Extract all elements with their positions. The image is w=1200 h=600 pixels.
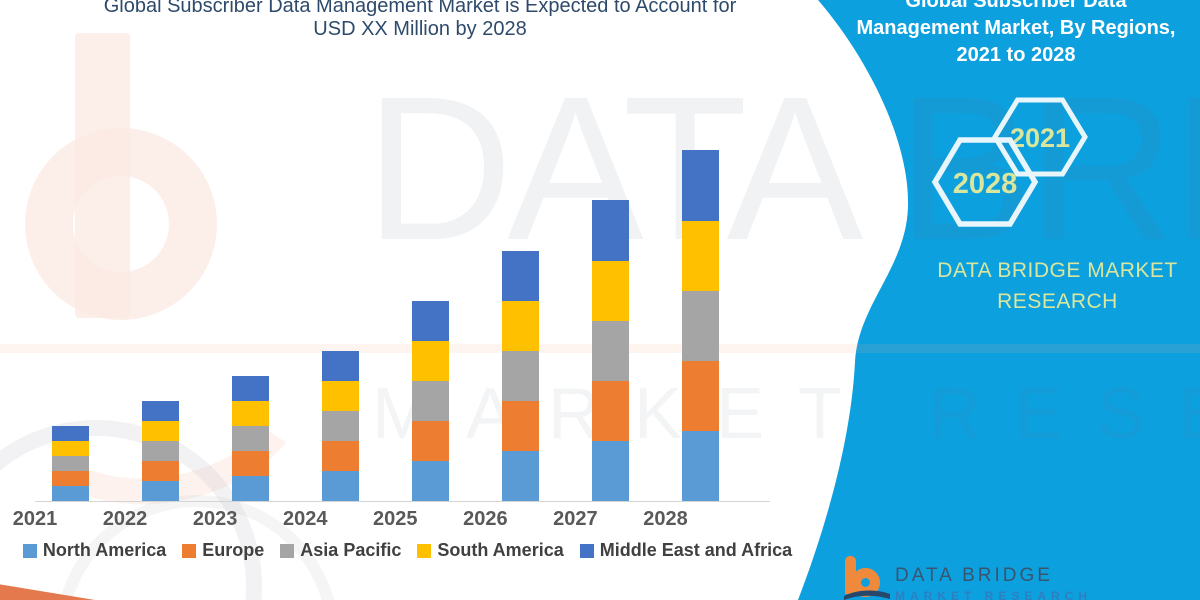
x-axis-label-2021: 2021 — [12, 508, 58, 530]
bar-segment-south-america — [591, 260, 629, 321]
chart-title-line1: Global Subscriber Data Management Market… — [103, 0, 737, 17]
bar-segment-south-america — [411, 340, 449, 381]
bar-segment-middle-east-and-africa — [321, 350, 359, 381]
stacked-bar-2021 — [51, 425, 89, 501]
bar-segment-south-america — [321, 380, 359, 411]
banner-heading: Global Subscriber Data Management Market… — [836, 0, 1196, 69]
logo-subtext: MARKET RESEARCH — [895, 589, 1093, 600]
chart-title-line2: USD XX Million by 2028 — [313, 18, 527, 40]
bar-segment-south-america — [681, 220, 719, 291]
bar-segment-middle-east-and-africa — [501, 250, 539, 301]
bar-segment-north-america — [231, 475, 269, 501]
legend-item-north-america: North America — [22, 540, 167, 561]
banner-brand-text: DATA BRIDGE MARKET RESEARCH — [895, 255, 1200, 317]
x-axis-label-2026: 2026 — [463, 508, 508, 530]
stacked-bar-2023 — [231, 375, 269, 501]
legend-swatch-icon — [417, 543, 432, 558]
bar-segment-asia-pacific — [411, 380, 449, 421]
bar-segment-north-america — [411, 460, 449, 501]
bar-segment-asia-pacific — [501, 350, 539, 401]
banner-heading-line3: 2021 to 2028 — [956, 44, 1076, 66]
legend-label: South America — [437, 540, 564, 560]
bar-segment-north-america — [591, 440, 629, 501]
data-bridge-logo-icon — [843, 556, 890, 600]
legend-swatch-icon — [22, 543, 37, 558]
banner-brand-line2: RESEARCH — [997, 290, 1118, 313]
hexagon-2028-label: 2028 — [953, 168, 1018, 200]
bar-segment-europe — [141, 460, 179, 481]
bar-segment-middle-east-and-africa — [141, 400, 179, 421]
bar-segment-asia-pacific — [141, 440, 179, 461]
bar-segment-north-america — [681, 430, 719, 501]
hexagon-2021-label: 2021 — [1010, 123, 1070, 153]
bar-segment-middle-east-and-africa — [51, 425, 89, 441]
x-axis-label-2022: 2022 — [102, 508, 148, 530]
bar-segment-asia-pacific — [321, 410, 359, 441]
banner-heading-line1: Global Subscriber Data — [905, 0, 1127, 12]
x-axis-label-2028: 2028 — [643, 508, 688, 530]
bar-segment-south-america — [231, 400, 269, 426]
hexagon-2021 — [992, 97, 1088, 177]
x-axis-label-2023: 2023 — [192, 508, 238, 530]
chart-legend: North America Europe Asia Pacific South Ame… — [22, 540, 792, 561]
legend-swatch-icon — [280, 543, 295, 558]
bar-segment-north-america — [501, 450, 539, 501]
bar-segment-north-america — [51, 485, 89, 501]
year-hexagons: 2021 2028 — [931, 97, 1088, 227]
banner-heading-line2: Management Market, By Regions, — [856, 17, 1176, 39]
legend-item-europe: Europe — [182, 540, 264, 561]
bar-segment-europe — [681, 360, 719, 431]
data-bridge-logo: DATA BRIDGE MARKET RESEARCH — [843, 556, 1092, 600]
stacked-bar-2024 — [321, 350, 359, 501]
x-axis-label-2027: 2027 — [553, 508, 598, 530]
legend-item-middle-east-and-africa: Middle East and Africa — [579, 540, 793, 561]
bar-chart-plot-area — [35, 110, 770, 502]
bar-segment-south-america — [141, 420, 179, 441]
legend-swatch-icon — [182, 543, 197, 558]
hexagon-2028 — [931, 137, 1039, 227]
bar-segment-europe — [591, 380, 629, 441]
logo-swoosh-icon — [844, 590, 890, 600]
bar-segment-europe — [231, 450, 269, 476]
legend-label: Asia Pacific — [300, 540, 402, 560]
bar-segment-europe — [321, 440, 359, 471]
legend-label: Europe — [202, 540, 265, 560]
bar-segment-north-america — [141, 480, 179, 501]
legend-swatch-icon — [579, 543, 594, 558]
logo-name: DATA BRIDGE — [895, 565, 1053, 586]
x-axis-label-2024: 2024 — [282, 508, 328, 530]
bar-segment-europe — [411, 420, 449, 461]
bar-segment-middle-east-and-africa — [681, 150, 719, 221]
bar-segment-asia-pacific — [51, 455, 89, 471]
legend-label: North America — [42, 540, 167, 560]
stacked-bar-2028 — [681, 150, 719, 501]
bar-segment-europe — [51, 470, 89, 486]
legend-label: Middle East and Africa — [599, 540, 793, 560]
stacked-bar-2025 — [411, 300, 449, 501]
bar-segment-north-america — [321, 470, 359, 501]
chart-title: Global Subscriber Data Management Market… — [20, 0, 820, 41]
bar-segment-middle-east-and-africa — [411, 300, 449, 341]
bar-segment-asia-pacific — [231, 425, 269, 451]
stacked-bar-2026 — [501, 250, 539, 501]
bar-segment-south-america — [51, 440, 89, 456]
x-axis-labels: 2021 2022 2023 2024 2025 2026 2027 2028 — [13, 508, 770, 536]
legend-item-asia-pacific: Asia Pacific — [280, 540, 401, 561]
bar-segment-asia-pacific — [591, 320, 629, 381]
bar-segment-middle-east-and-africa — [231, 375, 269, 401]
stacked-bar-2022 — [141, 400, 179, 501]
bar-segment-europe — [501, 400, 539, 451]
banner-brand-line1: DATA BRIDGE MARKET — [937, 259, 1178, 282]
legend-item-south-america: South America — [417, 540, 564, 561]
stacked-bar-2027 — [591, 200, 629, 501]
bar-segment-middle-east-and-africa — [591, 200, 629, 261]
bar-segment-asia-pacific — [681, 290, 719, 361]
x-axis-label-2025: 2025 — [373, 508, 418, 530]
bar-segment-south-america — [501, 300, 539, 351]
